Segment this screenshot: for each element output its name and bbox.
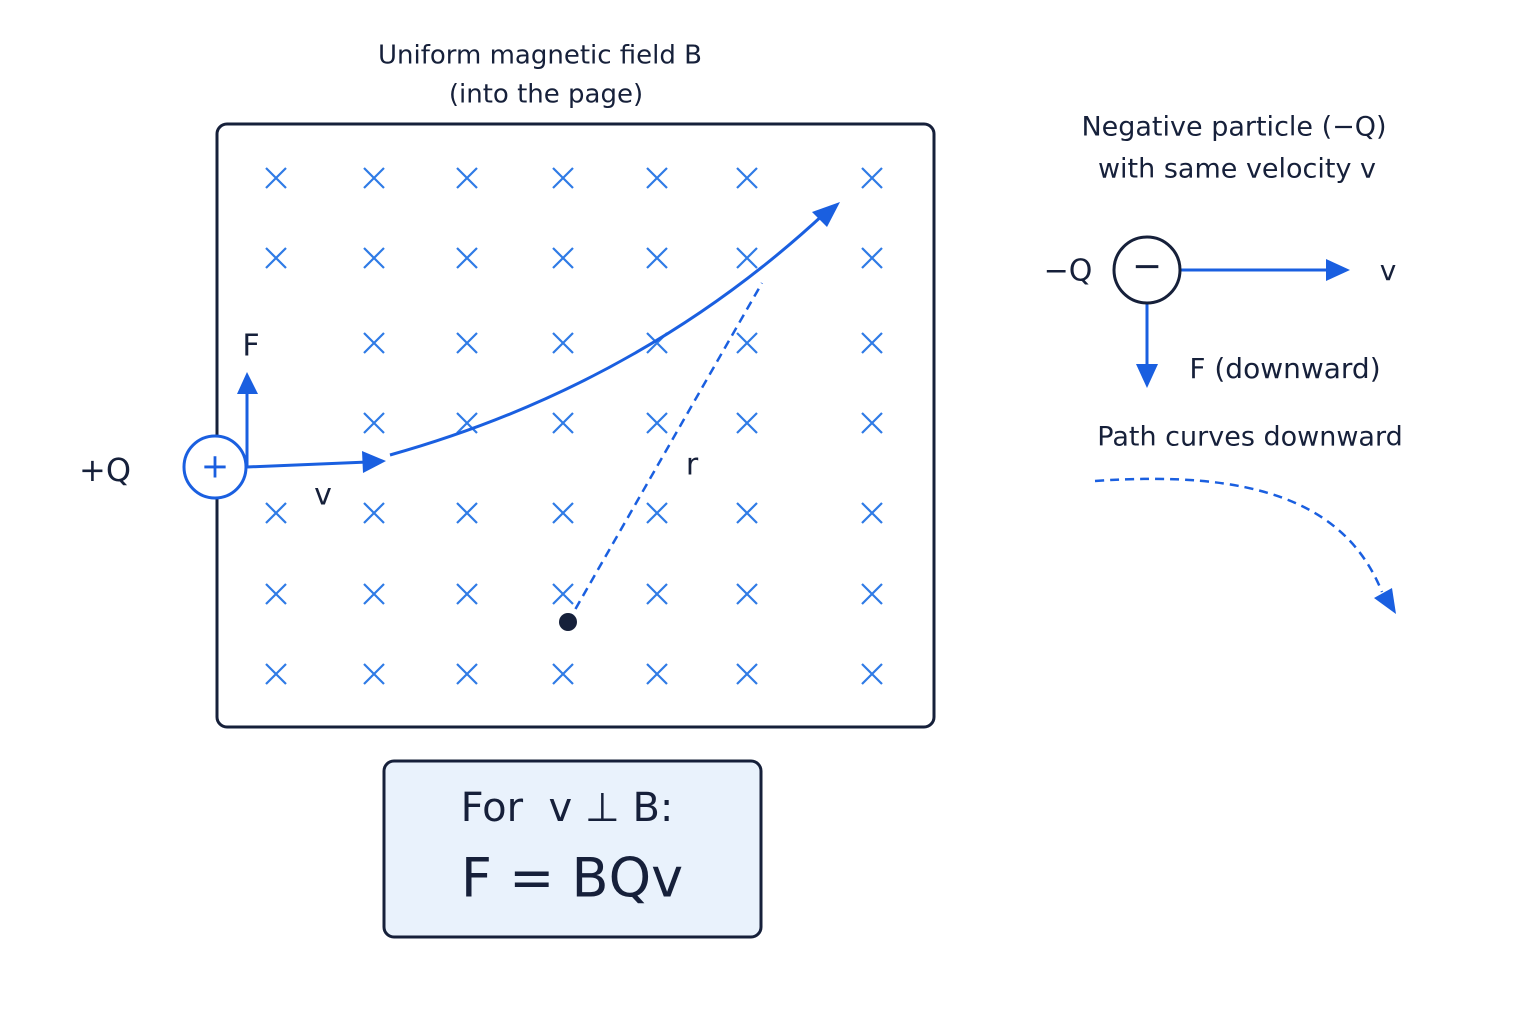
arrowhead bbox=[1136, 364, 1158, 388]
field-cross bbox=[363, 247, 385, 269]
path-note: Path curves downward bbox=[1097, 422, 1402, 453]
field-cross bbox=[552, 167, 574, 189]
field-cross bbox=[646, 663, 668, 685]
field-cross bbox=[363, 412, 385, 434]
field-subtitle: (into the page) bbox=[449, 80, 643, 110]
charge-label: −Q bbox=[1044, 254, 1093, 289]
field-cross bbox=[736, 663, 758, 685]
field-cross bbox=[861, 412, 883, 434]
field-cross bbox=[646, 502, 668, 524]
center-dot bbox=[559, 613, 577, 631]
field-cross bbox=[456, 332, 478, 354]
velocity-label: v bbox=[314, 478, 332, 513]
field-cross bbox=[456, 502, 478, 524]
field-cross bbox=[861, 583, 883, 605]
arrowhead bbox=[362, 451, 386, 473]
field-cross bbox=[552, 583, 574, 605]
field-cross bbox=[736, 332, 758, 354]
field-cross bbox=[552, 502, 574, 524]
field-cross bbox=[552, 663, 574, 685]
radius-line bbox=[566, 282, 764, 623]
field-cross bbox=[646, 412, 668, 434]
field-cross bbox=[265, 502, 287, 524]
field-cross bbox=[861, 247, 883, 269]
force-label: F (downward) bbox=[1189, 352, 1380, 385]
field-cross bbox=[456, 247, 478, 269]
arrowhead bbox=[237, 372, 258, 394]
field-cross bbox=[736, 502, 758, 524]
field-cross bbox=[861, 332, 883, 354]
field-cross bbox=[861, 663, 883, 685]
field-cross bbox=[646, 167, 668, 189]
velocity-arrow bbox=[246, 460, 369, 469]
formula-condition: For v ⊥ B: bbox=[461, 785, 674, 831]
field-cross bbox=[456, 412, 478, 434]
field-cross bbox=[265, 583, 287, 605]
arrowhead bbox=[812, 202, 840, 227]
field-cross bbox=[736, 247, 758, 269]
field-cross bbox=[363, 663, 385, 685]
field-cross bbox=[363, 502, 385, 524]
field-crosses bbox=[265, 167, 883, 685]
field-cross bbox=[265, 167, 287, 189]
curved-path bbox=[1094, 477, 1384, 593]
field-cross bbox=[552, 412, 574, 434]
charge-symbol: + bbox=[201, 447, 230, 487]
field-cross bbox=[736, 412, 758, 434]
negative-subtitle: with same velocity v bbox=[1098, 154, 1376, 185]
field-cross bbox=[552, 247, 574, 269]
field-cross bbox=[456, 663, 478, 685]
velocity-label: v bbox=[1380, 254, 1397, 287]
positive-charge bbox=[182, 434, 248, 500]
field-cross bbox=[736, 583, 758, 605]
field-cross bbox=[646, 247, 668, 269]
force-label: F bbox=[242, 329, 259, 364]
arrowhead bbox=[1326, 259, 1350, 281]
negative-title: Negative particle (−Q) bbox=[1081, 112, 1386, 143]
negative-charge bbox=[1112, 235, 1182, 305]
field-cross bbox=[363, 583, 385, 605]
charge-label: +Q bbox=[79, 451, 131, 489]
field-cross bbox=[265, 247, 287, 269]
charge-symbol: − bbox=[1132, 246, 1162, 287]
field-region bbox=[215, 122, 936, 729]
field-cross bbox=[736, 167, 758, 189]
field-cross bbox=[265, 663, 287, 685]
field-cross bbox=[456, 167, 478, 189]
field-cross bbox=[646, 583, 668, 605]
field-cross bbox=[552, 332, 574, 354]
formula-equation: F = BQv bbox=[461, 847, 683, 910]
trajectory bbox=[389, 211, 827, 457]
field-cross bbox=[363, 167, 385, 189]
field-cross bbox=[363, 332, 385, 354]
field-cross bbox=[456, 583, 478, 605]
field-cross bbox=[861, 167, 883, 189]
arrowhead bbox=[1374, 588, 1396, 614]
formula-box bbox=[382, 759, 763, 939]
field-title: Uniform magnetic field B bbox=[378, 41, 702, 71]
field-cross bbox=[861, 502, 883, 524]
radius-label: r bbox=[686, 448, 699, 483]
